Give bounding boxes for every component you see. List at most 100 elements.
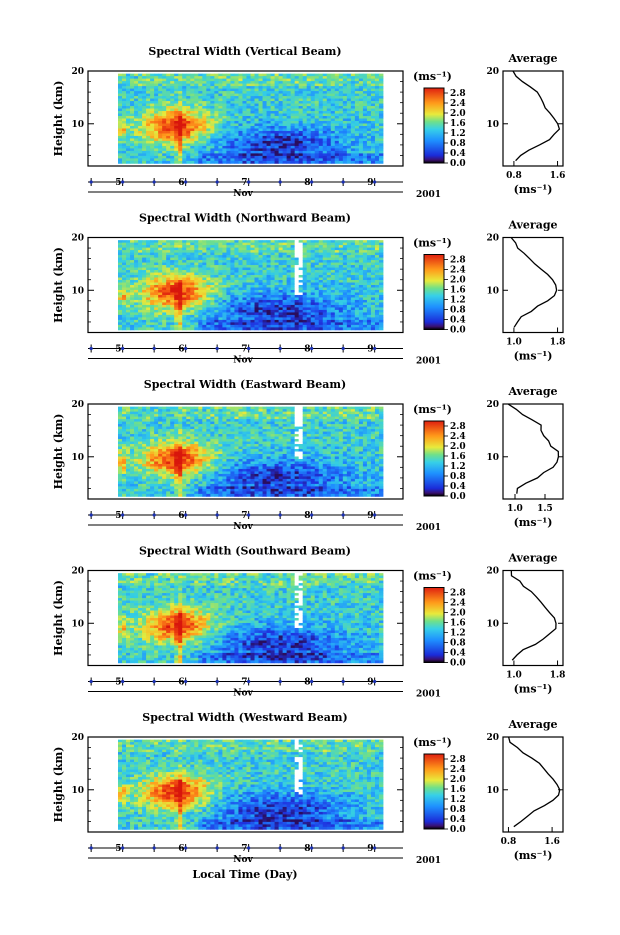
heatmap-cell	[363, 258, 367, 261]
heatmap-cell	[331, 156, 335, 159]
heatmap-cell	[271, 96, 275, 99]
heatmap-cell	[311, 101, 315, 104]
heatmap-cell	[122, 104, 126, 107]
heatmap-cell	[275, 143, 279, 146]
heatmap-cell	[118, 280, 122, 283]
heatmap-cell	[198, 99, 202, 102]
heatmap-cell	[355, 292, 359, 295]
heatmap-cell	[158, 255, 162, 258]
heatmap-cell	[279, 119, 283, 122]
heatmap-cell	[251, 275, 255, 278]
heatmap-cell	[251, 270, 255, 273]
heatmap-cell	[142, 253, 146, 256]
heatmap-cell	[319, 96, 323, 99]
heatmap-cell	[343, 114, 347, 117]
heatmap-cell	[158, 84, 162, 87]
heatmap-cell	[150, 260, 154, 263]
heatmap-cell	[150, 245, 154, 248]
heatmap-cell	[118, 297, 122, 300]
heatmap-cell	[315, 305, 319, 308]
heatmap-cell	[291, 260, 295, 263]
heatmap-cell	[267, 292, 271, 295]
heatmap-cell	[218, 300, 222, 303]
heatmap-cell	[142, 138, 146, 141]
heatmap-cell	[371, 260, 375, 263]
heatmap-cell	[130, 322, 134, 325]
heatmap-cell	[323, 287, 327, 290]
heatmap-cell	[379, 265, 383, 268]
heatmap-cell	[339, 116, 343, 119]
heatmap-cell	[186, 101, 190, 104]
heatmap-cell	[238, 79, 242, 82]
heatmap-cell	[214, 86, 218, 89]
heatmap-cell	[194, 278, 198, 281]
heatmap-cell	[222, 86, 226, 89]
heatmap-cell	[166, 300, 170, 303]
heatmap-cell	[178, 278, 182, 281]
heatmap-cell	[351, 114, 355, 117]
heatmap-cell	[367, 268, 371, 271]
heatmap-cell	[122, 427, 126, 430]
heatmap-cell	[315, 250, 319, 253]
heatmap-cell	[206, 96, 210, 99]
heatmap-cell	[275, 300, 279, 303]
heatmap-cell	[327, 305, 331, 308]
heatmap-cell	[206, 109, 210, 112]
heatmap-cell	[343, 111, 347, 114]
heatmap-cell	[363, 327, 367, 330]
heatmap-cell	[323, 312, 327, 315]
heatmap-cell	[359, 99, 363, 102]
heatmap-cell	[182, 258, 186, 261]
heatmap-cell	[150, 128, 154, 131]
heatmap-cell	[347, 89, 351, 92]
heatmap-cell	[363, 128, 367, 131]
heatmap-cell	[182, 320, 186, 323]
heatmap-cell	[307, 146, 311, 149]
heatmap-cell	[319, 123, 323, 126]
heatmap-cell	[303, 126, 307, 129]
heatmap-cell	[263, 121, 267, 124]
heatmap-cell	[182, 255, 186, 258]
heatmap-cell	[118, 320, 122, 323]
heatmap-cell	[323, 116, 327, 119]
heatmap-cell	[315, 243, 319, 246]
heatmap-cell	[210, 114, 214, 117]
heatmap-cell	[279, 131, 283, 134]
heatmap-cell	[319, 99, 323, 102]
heatmap-cell	[291, 305, 295, 308]
average-x-tick-label: 1.8	[550, 338, 566, 348]
heatmap-cell	[299, 258, 303, 261]
heatmap-cell	[210, 74, 214, 77]
heatmap-cell	[319, 126, 323, 129]
heatmap-cell	[271, 265, 275, 268]
heatmap-cell	[170, 295, 174, 298]
heatmap-cell	[327, 287, 331, 290]
heatmap-cell	[130, 99, 134, 102]
heatmap-cell	[234, 138, 238, 141]
heatmap-cell	[283, 250, 287, 253]
heatmap-cell	[210, 248, 214, 251]
heatmap-cell	[242, 290, 246, 293]
heatmap-cell	[190, 297, 194, 300]
heatmap-cell	[251, 253, 255, 256]
heatmap-cell	[146, 265, 150, 268]
heatmap-cell	[379, 101, 383, 104]
heatmap-cell	[138, 310, 142, 313]
heatmap-cell	[246, 250, 250, 253]
heatmap-cell	[170, 126, 174, 129]
heatmap-cell	[238, 273, 242, 276]
heatmap-cell	[283, 260, 287, 263]
heatmap-cell	[331, 114, 335, 117]
heatmap-cell	[162, 106, 166, 109]
heatmap-cell	[351, 297, 355, 300]
heatmap-cell	[311, 322, 315, 325]
heatmap-cell	[226, 263, 230, 266]
heatmap-cell	[271, 280, 275, 283]
heatmap-cell	[295, 250, 299, 253]
heatmap-cell	[174, 250, 178, 253]
heatmap-cell	[238, 84, 242, 87]
heatmap-cell	[259, 263, 263, 266]
heatmap-cell	[146, 295, 150, 298]
heatmap-cell	[291, 268, 295, 271]
heatmap-cell	[158, 310, 162, 313]
